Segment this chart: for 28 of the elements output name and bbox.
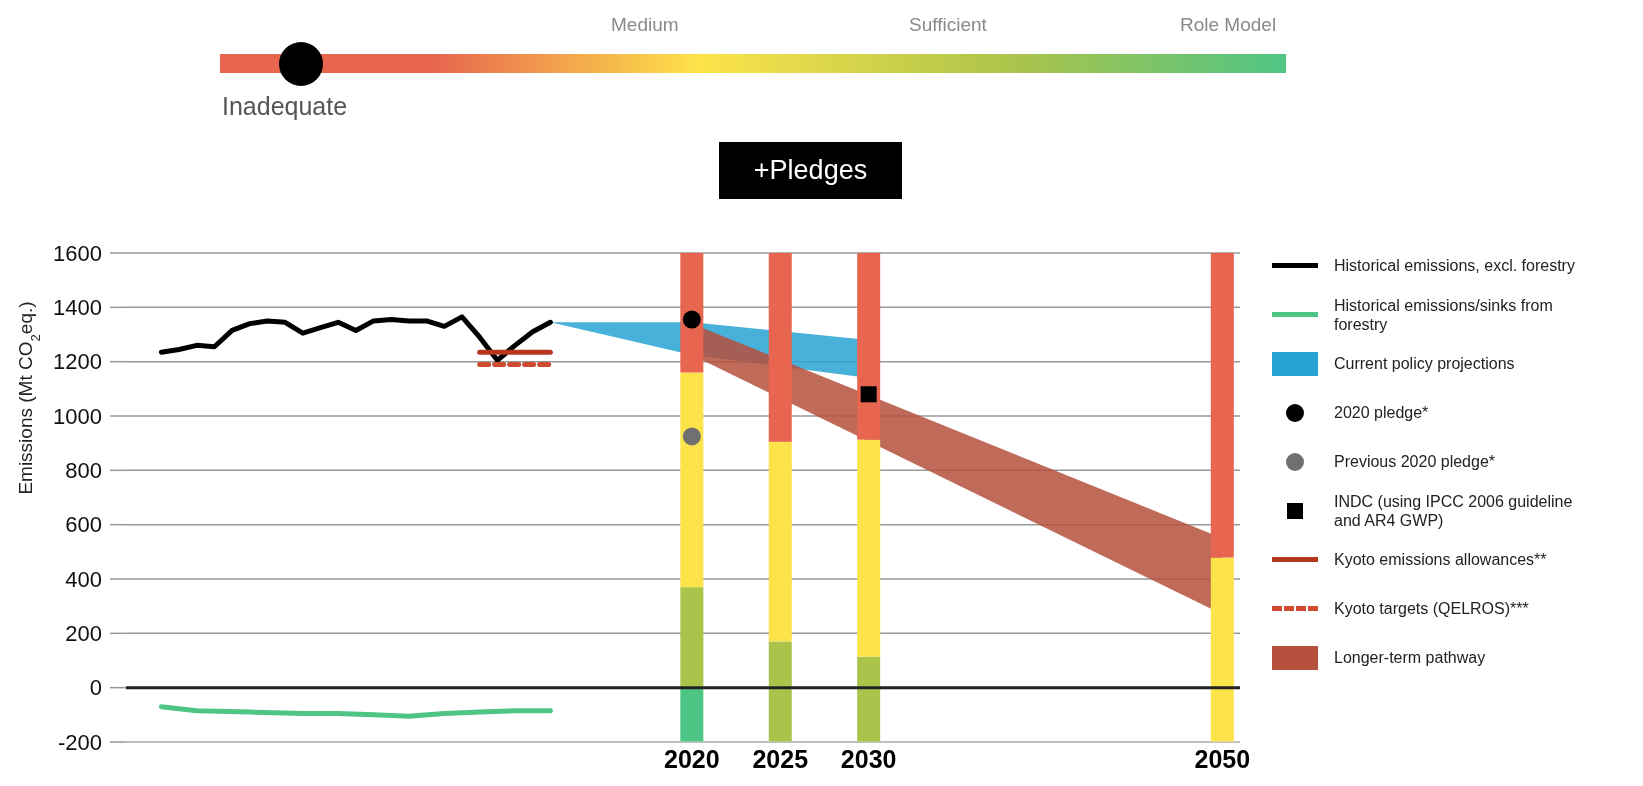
- y-tick-label: 1600: [53, 240, 102, 266]
- legend-label: INDC (using IPCC 2006 guideline and AR4 GWP): [1334, 491, 1574, 530]
- legend-label: Kyoto targets (QELROS)***: [1334, 599, 1530, 618]
- y-tick-label: 400: [65, 566, 102, 592]
- y-tick-label: 600: [65, 512, 102, 538]
- y-tick-label: 200: [65, 621, 102, 647]
- x-tick-label: 2050: [1194, 744, 1251, 773]
- text: Role Model: [1180, 14, 1277, 36]
- text: Sufficient: [909, 14, 987, 36]
- legend-label: 2020 pledge*: [1334, 403, 1430, 422]
- text: Inadequate: [222, 92, 348, 121]
- y-tick-label: 0: [89, 675, 102, 701]
- text: Medium: [611, 14, 679, 36]
- legend-label: Kyoto emissions allowances**: [1334, 550, 1548, 569]
- x-tick-label: 2020: [664, 744, 720, 773]
- chart-title: +Pledges: [719, 142, 902, 199]
- legend-label: Historical emissions, excl. forestry: [1334, 256, 1576, 275]
- x-tick-label: 2030: [840, 744, 897, 773]
- y-tick-label: 1200: [53, 349, 102, 375]
- legend-label: Longer-term pathway: [1334, 648, 1487, 667]
- y-tick-label: 800: [65, 458, 102, 484]
- legend-label: Current policy projections: [1334, 354, 1516, 373]
- y-tick-label: 1000: [53, 403, 102, 429]
- y-tick-label: -200: [57, 729, 102, 755]
- legend-label: Historical emissions/sinks from forestry: [1334, 295, 1554, 334]
- legend-label: Previous 2020 pledge*: [1334, 452, 1496, 471]
- x-tick-label: 2025: [752, 744, 809, 773]
- y-tick-label: 1400: [53, 295, 102, 321]
